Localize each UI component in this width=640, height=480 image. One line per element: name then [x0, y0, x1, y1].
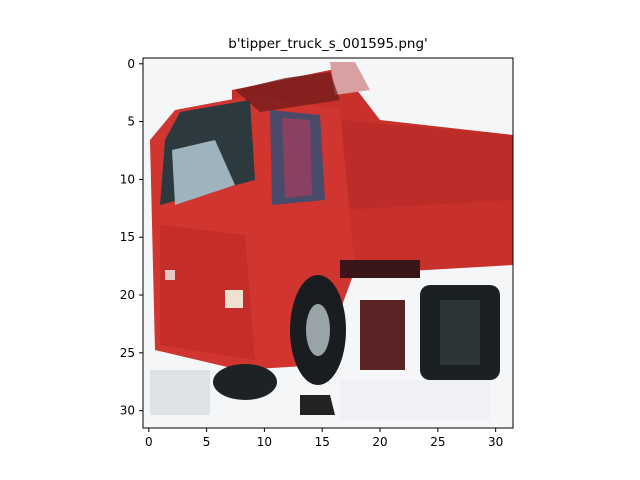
x-tick-label: 20: [372, 435, 387, 449]
x-tick-label: 5: [203, 435, 211, 449]
y-tick-label: 25: [120, 346, 135, 360]
y-tick-label: 10: [120, 172, 135, 186]
y-axis-ticks: 0 5 10 15 20 25 30: [120, 57, 143, 418]
x-tick-label: 15: [315, 435, 330, 449]
x-tick-label: 10: [257, 435, 272, 449]
x-axis-ticks: 0 5 10 15 20 25 30: [145, 428, 503, 449]
figure-title: b'tipper_truck_s_001595.png': [228, 36, 427, 52]
y-tick-label: 0: [127, 57, 135, 71]
x-tick-label: 0: [145, 435, 153, 449]
truck-image: [143, 58, 513, 428]
y-tick-label: 30: [120, 404, 135, 418]
x-tick-label: 30: [488, 435, 503, 449]
y-tick-label: 5: [127, 115, 135, 129]
y-tick-label: 15: [120, 230, 135, 244]
x-tick-label: 25: [430, 435, 445, 449]
y-tick-label: 20: [120, 288, 135, 302]
axes-frame: [142, 57, 514, 429]
